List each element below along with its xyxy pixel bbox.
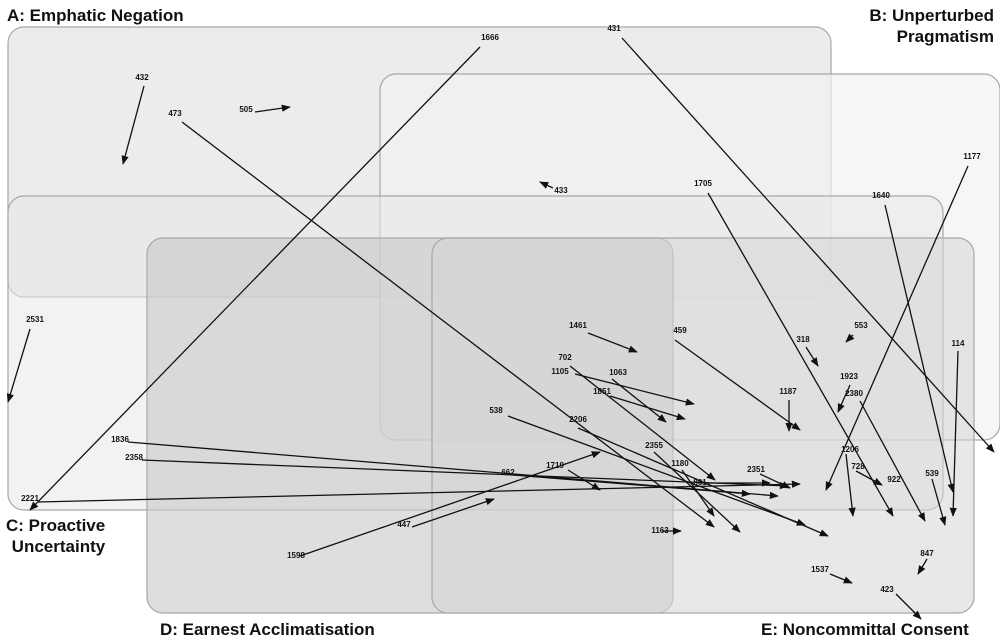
arrow-label-2206: 2206 [569,415,587,424]
arrow-label-1180: 1180 [671,459,689,468]
arrow-label-1923: 1923 [840,372,858,381]
arrow-label-662: 662 [501,468,515,477]
arrow-label-114: 114 [952,339,965,348]
region-e-title: E: Noncommittal Consent [761,619,969,640]
arrow-label-1187: 1187 [779,387,797,396]
arrow-label-1206: 1206 [841,445,859,454]
region-b-title-line1: B: Unperturbed [869,5,994,26]
arrow-label-431: 431 [607,24,621,33]
arrow-label-473: 473 [168,109,182,118]
arrow-label-1461: 1461 [569,321,587,330]
arrow-label-538: 538 [489,406,503,415]
arrow-label-423: 423 [880,585,894,594]
arrow-label-318: 318 [796,335,810,344]
region-c-title-line1: C: Proactive [6,515,105,536]
region-b-title-line2: Pragmatism [869,26,994,47]
region-d-title: D: Earnest Acclimatisation [160,619,375,640]
arrow-label-2358: 2358 [125,453,143,462]
arrow-label-847: 847 [920,549,934,558]
arrow-label-459: 459 [673,326,687,335]
arrow-label-433: 433 [554,186,568,195]
arrow-label-1598: 1598 [287,551,305,560]
arrow-label-553: 553 [854,321,868,330]
arrow-922: 922 [887,475,901,484]
arrow-label-432: 432 [135,73,149,82]
arrow-label-1705: 1705 [694,179,712,188]
arrow-label-1836: 1836 [111,435,129,444]
arrow-label-2351: 2351 [747,465,765,474]
arrow-label-1537: 1537 [811,565,829,574]
region-c-title-line2: Uncertainty [6,536,105,557]
region-a-title: A: Emphatic Negation [7,5,184,26]
arrow-label-2380: 2380 [845,389,863,398]
arrow-label-2355: 2355 [645,441,663,450]
arrow-label-505: 505 [239,105,253,114]
arrow-label-1063: 1063 [609,368,627,377]
region-e [432,238,974,613]
arrow-label-1851: 1851 [593,387,611,396]
arrow-label-1640: 1640 [872,191,890,200]
arrow-label-728: 728 [851,462,865,471]
region-b-title: B: Unperturbed Pragmatism [869,5,994,47]
arrow-label-539: 539 [925,469,939,478]
arrow-label-922: 922 [887,475,901,484]
region-c-title: C: Proactive Uncertainty [6,515,105,557]
arrow-label-1666: 1666 [481,33,499,42]
arrow-label-1163: 1163 [651,526,669,535]
arrow-label-1177: 1177 [963,152,981,161]
arrow-label-2221: 2221 [21,494,39,503]
arrow-label-2531: 2531 [26,315,44,324]
arrow-label-1105: 1105 [551,367,569,376]
arrow-label-702: 702 [558,353,572,362]
